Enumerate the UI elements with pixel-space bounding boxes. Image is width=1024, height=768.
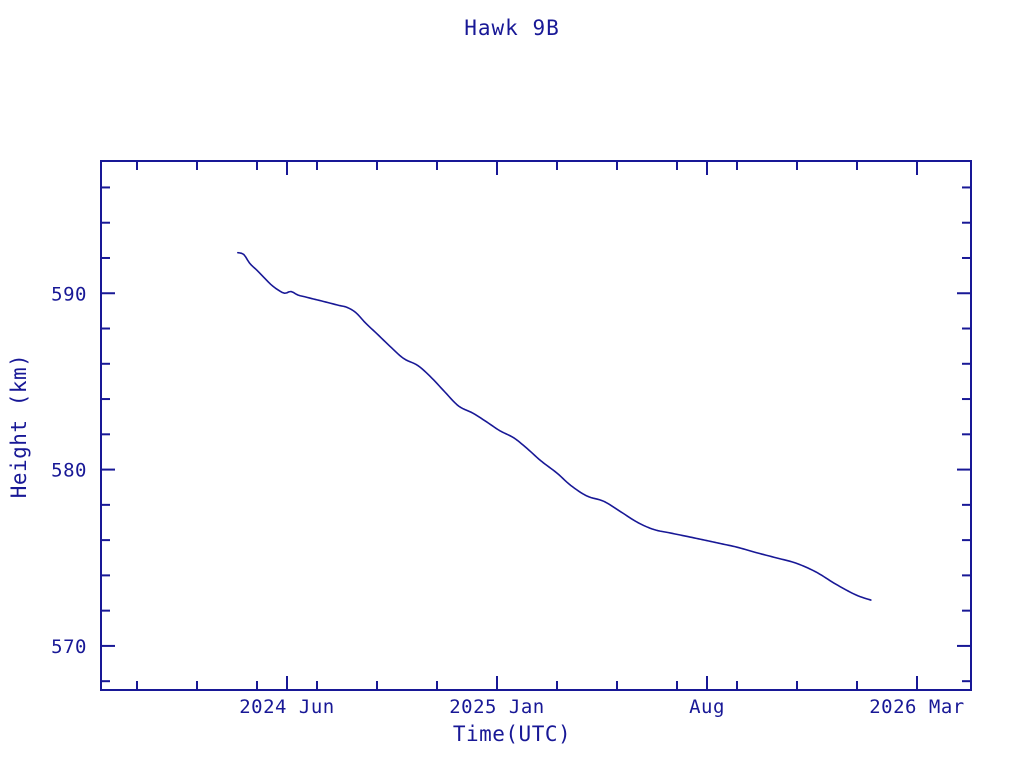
x-axis-title: Time(UTC) <box>453 722 571 746</box>
data-series-line <box>237 251 872 601</box>
y-axis-tick-label: 590 <box>51 283 87 305</box>
plot-frame <box>100 160 972 691</box>
x-axis-tick-label: 2026 Mar <box>869 696 965 718</box>
x-axis-tick-label: 2024 Jun <box>239 696 335 718</box>
x-axis-ticks <box>136 161 918 690</box>
x-axis-tick-label: Aug <box>689 696 725 718</box>
y-axis-tick-labels: 570 580 590 <box>51 283 87 658</box>
y-axis-ticks <box>101 186 971 683</box>
x-axis-tick-label: 2025 Jan <box>449 696 545 718</box>
series-line-hawk-9b-height <box>237 251 872 601</box>
x-axis-tick-labels: 2024 Jun 2025 Jan Aug 2026 Mar <box>239 696 965 718</box>
y-axis-tick-label: 580 <box>51 460 87 482</box>
chart-title: Hawk 9B <box>464 16 560 40</box>
y-axis-title: Height (km) <box>7 354 31 499</box>
y-axis-tick-label: 570 <box>51 636 87 658</box>
